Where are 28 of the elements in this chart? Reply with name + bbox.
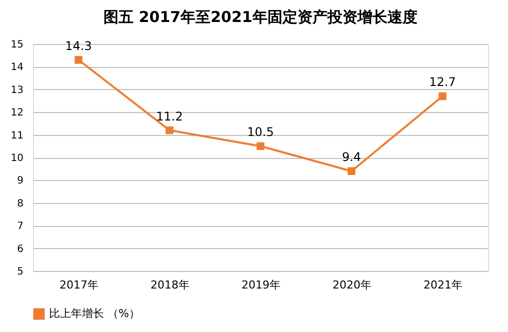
- point: [348, 167, 356, 175]
- data-label: 14.3: [65, 38, 92, 53]
- data-label: 9.4: [342, 150, 362, 164]
- y-tick-label: 9: [17, 176, 24, 187]
- chart-title: 图五 2017年至2021年固定资产投资增长速度: [104, 8, 418, 26]
- y-tick-label: 13: [10, 84, 24, 96]
- y-tick-label: 10: [10, 153, 24, 164]
- point: [166, 126, 174, 134]
- y-tick-label: 15: [10, 40, 24, 50]
- data-label: 11.2: [156, 109, 183, 124]
- y-tick-label: 7: [17, 221, 24, 232]
- x-tick-label: 2020年: [332, 278, 372, 292]
- y-tick-label: 12: [10, 108, 24, 119]
- x-tick-label: 2018年: [150, 278, 190, 292]
- y-tick-label: 6: [17, 244, 24, 255]
- point: [74, 56, 82, 64]
- x-tick-label: 2017年: [60, 278, 98, 292]
- point: [438, 92, 446, 100]
- y-tick-label: 8: [17, 198, 24, 210]
- x-tick-label: 2019年: [242, 278, 280, 292]
- y-tick-label: 14: [10, 62, 24, 74]
- point: [256, 142, 264, 150]
- data-label: 10.5: [247, 125, 274, 140]
- y-tick-label: 5: [17, 266, 24, 278]
- data-label: 12.7: [429, 75, 456, 90]
- y-tick-label: 11: [10, 130, 24, 142]
- legend-label: 比上年增长 （%）: [49, 307, 140, 320]
- x-tick-label: 2021年: [424, 278, 462, 292]
